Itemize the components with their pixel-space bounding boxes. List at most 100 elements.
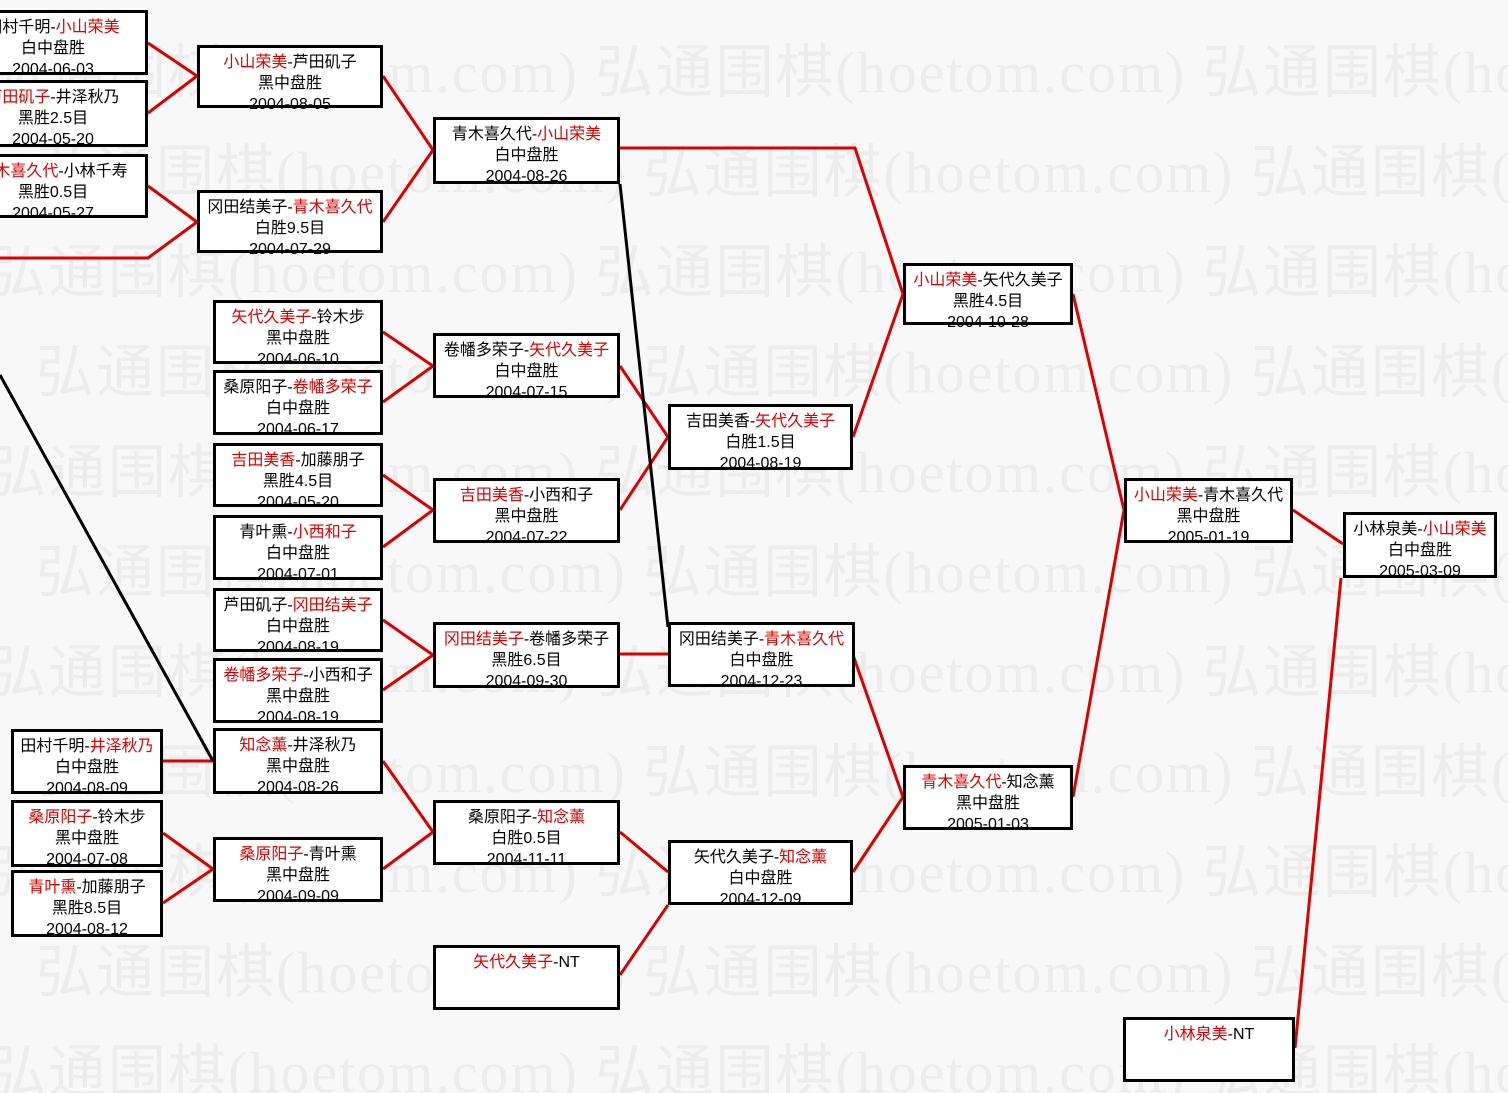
player-name: 加藤朋子 (300, 452, 365, 469)
match-date: 2004-07-15 (485, 384, 568, 401)
match-players: 小林泉美-小山荣美 (1346, 519, 1494, 540)
match-date: 2004-12-09 (719, 891, 802, 908)
match-box-b1: 小山荣美-芦田矶子 黑中盘胜 2004-08-05 (197, 45, 383, 113)
player-name: 小林泉美 (1163, 1026, 1228, 1043)
match-date: 2004-05-20 (12, 131, 94, 148)
match-players: 吉田美香-小西和子 (436, 485, 617, 506)
match-result: 黑胜8.5目 (51, 900, 123, 917)
player-name: 卷幡多荣子 (529, 631, 610, 648)
match-result: 黑中盘胜 (54, 830, 119, 847)
player-name: 吉田美香 (685, 413, 750, 430)
match-box-b5: 吉田美香-加藤朋子 黑胜4.5目 2004-05-20 (213, 443, 383, 511)
player-name: 井泽秋乃 (292, 737, 357, 754)
match-box-d2: 冈田结美子-青木喜久代 白中盘胜 2004-12-23 (668, 622, 855, 690)
match-box-c2: 卷幡多荣子-矢代久美子 白中盘胜 2004-07-15 (433, 333, 620, 401)
winner-path-line (147, 74, 198, 115)
player-name: 芦田矶子 (223, 597, 288, 614)
match-box-b10: 桑原阳子-青叶熏 黑中盘胜 2004-09-09 (213, 837, 383, 905)
match-result: 黑中盘胜 (257, 75, 322, 92)
player-name: 青木喜久代 (451, 126, 532, 143)
match-players: 矢代久美子-NT (436, 952, 617, 973)
match-date: 2004-09-30 (485, 673, 568, 690)
match-date: 2004-08-19 (257, 709, 339, 726)
winner-path-line (382, 653, 434, 692)
players-separator: - (749, 413, 756, 430)
players-separator: - (92, 809, 98, 826)
player-name: 青叶熏 (308, 846, 357, 863)
player-name: 矢代久美子 (529, 342, 610, 359)
match-date: 2004-08-05 (249, 96, 331, 113)
match-players: 吉田美香-加藤朋子 (216, 450, 380, 471)
match-box-c4: 冈田结美子-卷幡多荣子 黑胜6.5目 2004-09-30 (433, 622, 620, 690)
match-box-d3: 矢代久美子-知念薰 白中盘胜 2004-12-09 (668, 840, 853, 908)
match-result: 白胜0.5目 (491, 830, 562, 847)
match-date: 2004-06-17 (257, 421, 339, 438)
player-name: 小西和子 (308, 667, 373, 684)
match-box-b7: 芦田矶子-冈田结美子 白中盘胜 2004-08-19 (213, 588, 383, 656)
players-separator: - (58, 163, 64, 180)
match-result: 白中盘胜 (494, 363, 559, 380)
match-date: 2004-09-09 (257, 888, 339, 905)
player-name: 小西和子 (529, 487, 594, 504)
players-separator: - (1417, 521, 1423, 538)
match-result: 白中盘胜 (1387, 542, 1452, 559)
winner-path-line (619, 830, 669, 874)
players-separator: - (523, 631, 530, 648)
player-name: 铃木步 (97, 809, 146, 826)
winner-path-line (618, 436, 670, 511)
match-players: 桑原阳子-知念薰 (436, 807, 617, 828)
players-separator: - (531, 126, 538, 143)
player-name: 矢代久美子 (473, 954, 554, 971)
player-name: NT (558, 954, 580, 971)
match-result: 黑中盘胜 (265, 688, 330, 705)
players-separator: - (287, 737, 293, 754)
match-date: 2004-11-11 (486, 851, 567, 868)
player-name: 桑原阳子 (467, 809, 532, 826)
match-box-e2: 青木喜久代-知念薰 黑中盘胜 2005-01-03 (903, 765, 1073, 833)
match-date: 2004-08-19 (257, 639, 339, 656)
player-name: 知念薰 (779, 849, 828, 866)
players-separator: - (295, 452, 301, 469)
winner-path-line (382, 618, 434, 657)
match-date: 2004-08-12 (46, 921, 128, 938)
players-separator: - (531, 809, 538, 826)
match-date (436, 994, 617, 1015)
player-name: 田村千明 (0, 19, 51, 36)
player-name: 青木喜久代 (0, 163, 59, 180)
match-result: 白胜9.5目 (254, 220, 326, 237)
match-result: 白中盘胜 (265, 545, 330, 562)
player-name: 矢代久美子 (693, 849, 774, 866)
match-players: 矢代久美子-知念薰 (671, 847, 850, 868)
match-box-g1: 小林泉美-小山荣美 白中盘胜 2005-03-09 (1343, 512, 1497, 580)
player-name: 田村千明 (20, 738, 85, 755)
player-name: 冈田结美子 (207, 199, 288, 216)
match-players: 田村千明-井泽秋乃 (14, 736, 160, 757)
players-separator: - (50, 19, 56, 36)
match-date: 2004-08-26 (257, 779, 339, 796)
match-result (436, 973, 617, 994)
match-players: 卷幡多荣子-小西和子 (216, 665, 380, 686)
player-name: 加藤朋子 (81, 879, 146, 896)
player-name: 青木喜久代 (292, 199, 373, 216)
match-result: 黑中盘胜 (494, 508, 559, 525)
player-name: 吉田美香 (459, 487, 524, 504)
match-players: 青木喜久代-知念薰 (906, 772, 1070, 793)
winner-path-line (851, 293, 905, 438)
player-name: 井泽秋乃 (89, 738, 154, 755)
match-result: 黑胜2.5目 (17, 110, 89, 127)
match-players: 田村千明-小山荣美 (0, 17, 145, 38)
match-date: 2005-01-03 (947, 816, 1029, 833)
match-box-f1: 小山荣美-青木喜久代 黑中盘胜 2005-01-19 (1124, 478, 1293, 546)
match-result: 黑中盘胜 (265, 867, 330, 884)
winner-path-line (382, 508, 434, 549)
player-name: 桑原阳子 (239, 846, 304, 863)
winner-path-line (382, 830, 434, 871)
player-name: 冈田结美子 (678, 631, 759, 648)
match-result: 黑胜4.5目 (952, 293, 1024, 310)
players-separator: - (287, 379, 293, 396)
player-name: 桑原阳子 (223, 379, 288, 396)
player-name: 卷幡多荣子 (223, 667, 304, 684)
watermark-text: 弘通围棋(hoetom.com) 弘通围棋(hoetom.com) 弘通围棋(h… (36, 940, 1508, 1005)
